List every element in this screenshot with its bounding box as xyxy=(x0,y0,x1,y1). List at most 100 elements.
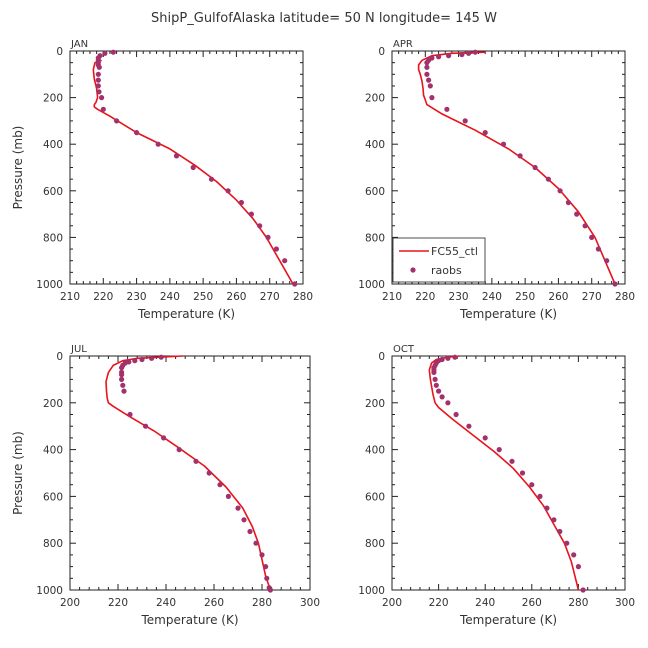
obs-point xyxy=(120,382,126,388)
obs-point xyxy=(114,118,120,124)
obs-point xyxy=(259,552,265,558)
obs-point xyxy=(176,447,182,453)
obs-point xyxy=(595,246,602,252)
obs-point xyxy=(529,482,535,488)
y-tick-label: 0 xyxy=(56,351,63,363)
obs-point xyxy=(99,95,105,101)
x-tick-label: 240 xyxy=(160,291,180,303)
obs-point xyxy=(453,411,459,418)
x-tick-label: 220 xyxy=(93,291,113,303)
x-axis-title: Temperature (K) xyxy=(137,307,235,321)
y-tick-label: 600 xyxy=(43,491,63,503)
obs-point xyxy=(574,211,580,217)
obs-point xyxy=(500,141,507,147)
obs-point xyxy=(509,458,515,464)
x-tick-label: 200 xyxy=(382,597,402,609)
obs-point xyxy=(604,258,610,264)
obs-point xyxy=(436,388,442,394)
obs-point xyxy=(225,188,231,194)
obs-point xyxy=(472,49,478,55)
y-tick-label: 400 xyxy=(43,445,63,457)
x-tick-label: 300 xyxy=(615,597,635,609)
x-tick-label: 300 xyxy=(300,597,320,609)
y-axis-title: Pressure (mb) xyxy=(11,431,25,515)
obs-point xyxy=(462,118,468,124)
obs-point xyxy=(517,153,523,159)
obs-point xyxy=(432,376,438,382)
obs-point xyxy=(95,71,101,77)
legend-label-obs: raobs xyxy=(431,264,462,277)
x-tick-label: 260 xyxy=(204,597,224,609)
y-axis-title: Pressure (mb) xyxy=(11,126,25,210)
obs-point xyxy=(161,435,167,441)
obs-point xyxy=(445,400,451,406)
y-tick-label: 0 xyxy=(378,351,385,363)
x-tick-label: 250 xyxy=(193,291,213,303)
obs-point xyxy=(208,176,215,182)
y-tick-label: 800 xyxy=(365,538,385,550)
y-tick-label: 200 xyxy=(365,93,385,105)
obs-point xyxy=(267,587,273,593)
obs-point xyxy=(612,281,618,287)
y-tick-label: 600 xyxy=(365,491,385,503)
obs-point xyxy=(557,188,563,194)
y-tick-label: 600 xyxy=(43,186,63,198)
legend-point-swatch xyxy=(410,267,416,273)
x-tick-label: 270 xyxy=(582,291,602,303)
series-line-fc55_ctl xyxy=(105,355,272,591)
obs-point xyxy=(544,505,550,511)
y-tick-label: 0 xyxy=(56,46,63,58)
x-tick-label: 250 xyxy=(515,291,535,303)
obs-point xyxy=(225,493,231,499)
panel-label: JUL xyxy=(70,344,87,355)
obs-point xyxy=(139,356,145,363)
obs-point xyxy=(532,164,538,171)
obs-point xyxy=(436,54,442,60)
obs-point xyxy=(190,164,196,171)
obs-point xyxy=(466,423,472,429)
obs-point xyxy=(575,564,582,570)
x-tick-label: 230 xyxy=(127,291,147,303)
plot-frame xyxy=(69,50,304,285)
obs-point xyxy=(119,365,125,371)
obs-point xyxy=(427,83,433,89)
obs-point xyxy=(445,355,451,361)
obs-point xyxy=(155,141,161,147)
obs-point xyxy=(264,575,270,581)
obs-point xyxy=(119,372,125,378)
y-tick-label: 1000 xyxy=(36,279,63,291)
obs-point xyxy=(282,258,288,264)
obs-point xyxy=(273,246,279,252)
y-tick-label: 800 xyxy=(43,232,63,244)
obs-point xyxy=(132,358,138,364)
obs-point xyxy=(426,77,432,83)
obs-point xyxy=(466,50,472,56)
series-line-fc55_ctl xyxy=(417,51,616,285)
obs-point xyxy=(110,49,116,55)
x-axis-title: Temperature (K) xyxy=(459,613,557,627)
x-tick-label: 260 xyxy=(522,597,542,609)
y-tick-label: 200 xyxy=(365,398,385,410)
y-tick-label: 1000 xyxy=(36,585,63,597)
obs-point xyxy=(263,564,269,570)
obs-point xyxy=(119,376,125,382)
x-tick-label: 280 xyxy=(615,291,635,303)
obs-point xyxy=(545,176,552,182)
obs-point xyxy=(482,435,488,441)
obs-point xyxy=(424,60,430,66)
obs-point xyxy=(431,369,437,375)
x-tick-label: 280 xyxy=(293,291,313,303)
y-tick-label: 400 xyxy=(365,139,385,151)
obs-point xyxy=(496,447,502,453)
x-tick-label: 200 xyxy=(60,597,80,609)
obs-point xyxy=(248,211,254,217)
x-tick-label: 210 xyxy=(382,291,402,303)
obs-point xyxy=(265,234,271,240)
obs-point xyxy=(247,528,253,535)
obs-point xyxy=(217,482,223,488)
series-line-fc55_ctl xyxy=(428,355,580,591)
obs-point xyxy=(551,517,557,523)
panel-label: JAN xyxy=(70,39,88,50)
